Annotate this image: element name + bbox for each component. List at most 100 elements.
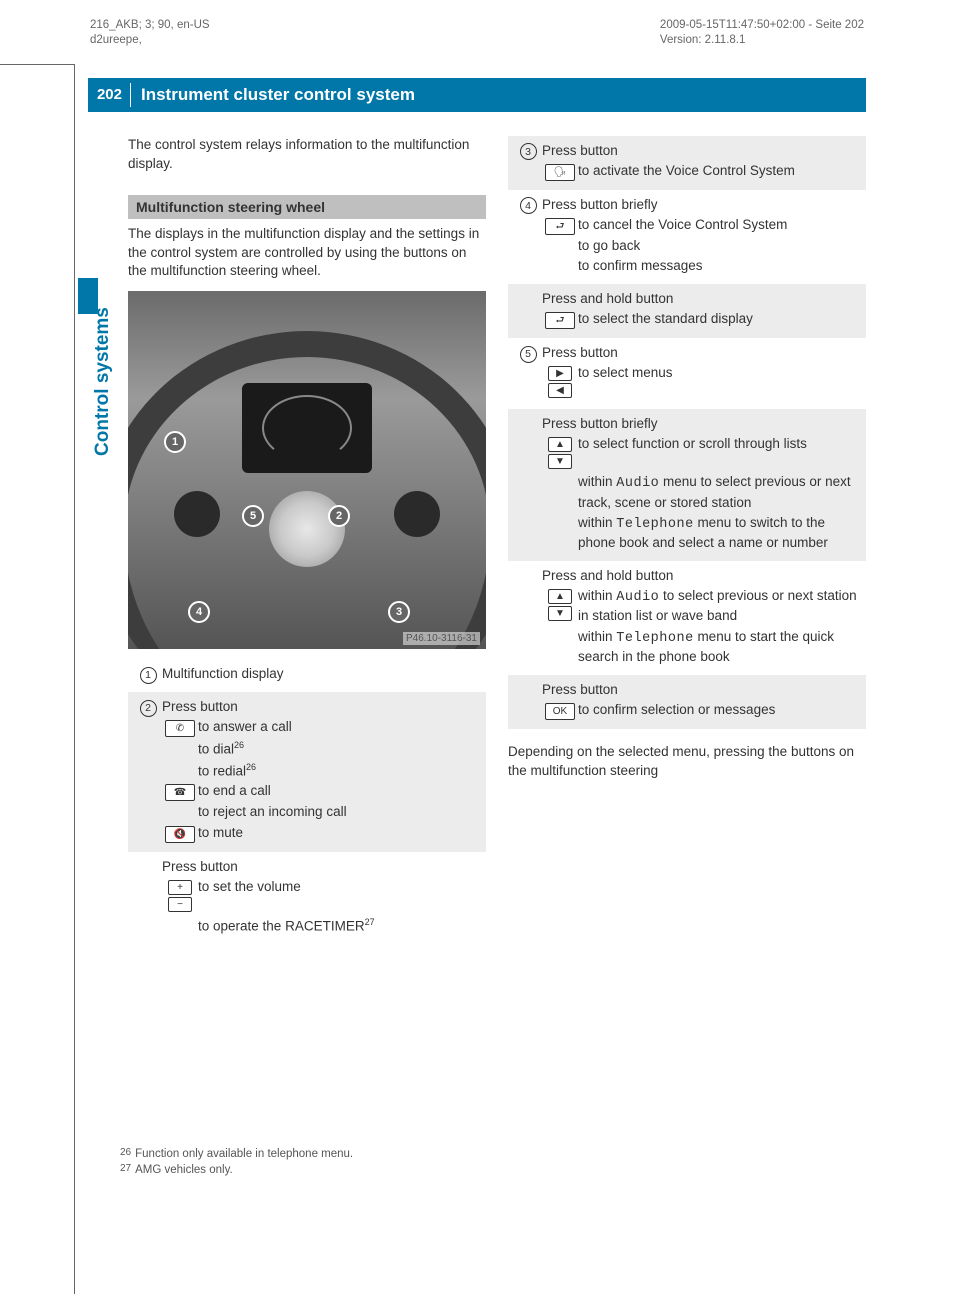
sub-row: within Telephone menu to start the quick… — [542, 628, 860, 666]
sub-row: ▶◀to select menus — [542, 364, 860, 400]
row-title: Press and hold button — [542, 568, 860, 583]
sub-text: within Audio menu to select previous or … — [578, 473, 860, 511]
row-body: Press button OKto confirm selection or me… — [542, 682, 860, 722]
up-down-icon: ▲▼ — [542, 587, 578, 623]
sub-text: to dial26 — [198, 739, 480, 759]
row-number: 5 — [514, 345, 542, 363]
sub-text: to select the standard display — [578, 310, 860, 328]
list-row: 1Multifunction display — [128, 659, 486, 692]
row-number: 3 — [514, 143, 542, 161]
steering-wheel-figure: 15243 P46.10-3116-31 — [128, 291, 486, 649]
wheel-hub — [269, 491, 345, 567]
callout-5: 5 — [242, 505, 264, 527]
footnote: 26Function only available in telephone m… — [120, 1146, 353, 1162]
left-right-icon: ▶◀ — [542, 364, 578, 400]
footnote: 27AMG vehicles only. — [120, 1162, 353, 1178]
row-title: Press button briefly — [542, 416, 860, 431]
section-heading: Multifunction steering wheel — [128, 195, 486, 219]
up-down-icon: ▲▼ — [542, 435, 578, 471]
row-body: Press button✆to answer a callto dial26to… — [162, 699, 480, 845]
sub-row: ▲▼within Audio to select previous or nex… — [542, 587, 860, 625]
list-row: Press button OKto confirm selection or me… — [508, 675, 866, 729]
row-body: Press button briefly ▲▼to select function… — [542, 416, 860, 554]
row-body: Press button+−to set the volumeto operat… — [162, 859, 480, 938]
row-title: Press button — [542, 345, 860, 360]
row-title: Press button — [542, 143, 860, 158]
row-number: 1 — [134, 666, 162, 684]
plus-minus-icon: +− — [162, 878, 198, 914]
content-columns: The control system relays information to… — [128, 136, 866, 945]
voice-icon: 🗣 — [545, 164, 575, 181]
list-row: Press button+−to set the volumeto operat… — [128, 852, 486, 945]
gauge-cluster — [242, 383, 372, 473]
row-number: 4 — [514, 197, 542, 215]
meta-left1: 216_AKB; 3; 90, en-US — [90, 18, 210, 33]
row-number: 2 — [134, 699, 162, 717]
sub-row: within Audio menu to select previous or … — [542, 473, 860, 511]
crop-rule-v — [74, 64, 75, 1294]
callout-1: 1 — [164, 431, 186, 453]
right-items: 3Press button🗣to activate the Voice Cont… — [508, 136, 866, 729]
row-title: Press button — [162, 699, 480, 714]
mute-icon: 🔇 — [165, 826, 195, 843]
side-label: Control systems — [92, 307, 114, 456]
row-body: Press and hold button ▲▼within Audio to s… — [542, 568, 860, 668]
meta-right2: Version: 2.11.8.1 — [660, 33, 864, 48]
list-row: Press and hold button ▲▼within Audio to s… — [508, 561, 866, 675]
sub-text: within Telephone menu to switch to the p… — [578, 514, 860, 552]
sub-text: to confirm selection or messages — [578, 701, 860, 719]
sub-row: to dial26 — [162, 739, 480, 759]
crop-rule-h — [0, 64, 74, 65]
row-body: Multifunction display — [162, 666, 480, 685]
phone-up-icon: ✆ — [165, 720, 195, 737]
list-row: 4Press button briefly⮐to cancel the Voic… — [508, 190, 866, 284]
sub-text: to operate the RACETIMER27 — [198, 916, 480, 936]
list-row: 3Press button 🗣to activate the Voice Cont… — [508, 136, 866, 190]
meta-left2: d2ureepe, — [90, 33, 210, 48]
sub-row: to reject an incoming call — [162, 803, 480, 821]
closing-text: Depending on the selected menu, pressing… — [508, 743, 866, 780]
header-meta: 216_AKB; 3; 90, en-US d2ureepe, 2009-05-… — [0, 0, 954, 54]
sub-text: to activate the Voice Control System — [578, 162, 860, 180]
sub-row: to go back — [542, 237, 860, 255]
sub-text: to cancel the Voice Control System — [578, 216, 860, 234]
left-column: The control system relays information to… — [128, 136, 486, 945]
section-para: The displays in the multifunction displa… — [128, 225, 486, 281]
sub-row: 🗣to activate the Voice Control System — [542, 162, 860, 181]
meta-right1: 2009-05-15T11:47:50+02:00 - Seite 202 — [660, 18, 864, 33]
sub-row: ▲▼to select function or scroll through l… — [542, 435, 860, 471]
back-icon: ⮐ — [545, 218, 575, 235]
page-title: Instrument cluster control system — [131, 85, 415, 105]
sub-row: to confirm messages — [542, 257, 860, 275]
sub-text: to set the volume — [198, 878, 480, 896]
button-cluster-left — [174, 491, 220, 537]
sub-text: to answer a call — [198, 718, 480, 736]
sub-text: to redial26 — [198, 761, 480, 781]
sub-row: to operate the RACETIMER27 — [162, 916, 480, 936]
row-body: Press button 🗣to activate the Voice Contr… — [542, 143, 860, 183]
sub-row: within Telephone menu to switch to the p… — [542, 514, 860, 552]
page-number: 202 — [88, 86, 130, 103]
row-title: Press button — [542, 682, 860, 697]
sub-text: to go back — [578, 237, 860, 255]
sub-row: ✆to answer a call — [162, 718, 480, 737]
list-row: 2Press button✆to answer a callto dial26t… — [128, 692, 486, 852]
list-row: Press and hold button⮐to select the stan… — [508, 284, 866, 338]
sub-row: +−to set the volume — [162, 878, 480, 914]
sub-row: 🔇to mute — [162, 824, 480, 843]
sub-text: to confirm messages — [578, 257, 860, 275]
button-cluster-right — [394, 491, 440, 537]
sub-row: ⮐to select the standard display — [542, 310, 860, 329]
callout-2: 2 — [328, 505, 350, 527]
page-title-bar: 202 Instrument cluster control system — [88, 78, 866, 112]
sub-text: within Telephone menu to start the quick… — [578, 628, 860, 666]
row-body: Press button ▶◀to select menus — [542, 345, 860, 402]
callout-3: 3 — [388, 601, 410, 623]
sub-text: to reject an incoming call — [198, 803, 480, 821]
sub-row: to redial26 — [162, 761, 480, 781]
phone-down-icon: ☎ — [165, 784, 195, 801]
wheel-arc — [128, 331, 486, 649]
callout-4: 4 — [188, 601, 210, 623]
sub-row: ⮐to cancel the Voice Control System — [542, 216, 860, 235]
ok-icon: OK — [545, 703, 575, 720]
